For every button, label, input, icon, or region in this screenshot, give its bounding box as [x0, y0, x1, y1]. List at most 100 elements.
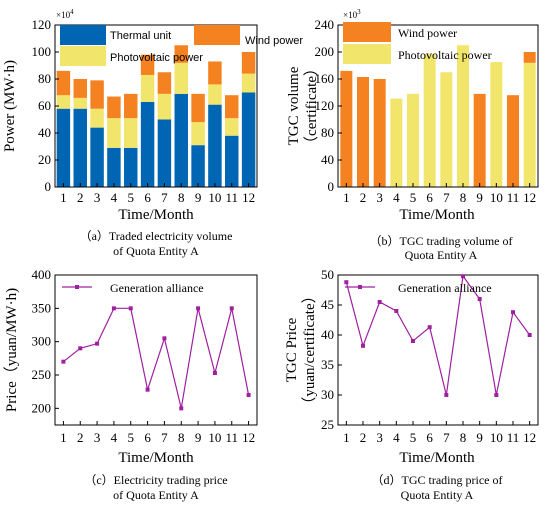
panel-d-legend: Generation alliance — [345, 281, 492, 295]
x-tick-label: 3 — [94, 430, 101, 445]
panel-c-caption-line1: （c）Electricity trading price — [84, 473, 227, 487]
x-tick-label: 8 — [178, 190, 185, 205]
bar-thermal-unit — [90, 127, 104, 187]
y-tick-label: 40 — [321, 327, 334, 342]
x-tick-label: 6 — [426, 190, 433, 205]
bar-thermal-unit — [191, 145, 205, 187]
y-tick-label: 20 — [38, 152, 51, 167]
bar-thermal-unit — [174, 93, 188, 187]
data-point — [212, 371, 217, 375]
legend-marker-generation-alliance — [358, 285, 362, 289]
bar-photovoltaic-power — [191, 122, 205, 146]
series-line-generation-alliance — [345, 274, 531, 396]
x-tick-label: 2 — [360, 430, 367, 445]
y-tick-label: 200 — [32, 400, 52, 415]
bar-wind-power — [107, 96, 121, 119]
bar-thermal-unit — [225, 135, 239, 187]
bar-wind-power — [473, 93, 486, 187]
data-point — [511, 310, 515, 315]
x-tick-label: 9 — [195, 190, 202, 205]
panel-a-y-ticks: 0 20 40 60 80 100 120 — [32, 17, 59, 194]
x-tick-label: 4 — [393, 190, 400, 205]
data-point — [179, 406, 184, 411]
y-tick-label: 40 — [321, 152, 334, 167]
panel-d-y-ticks: 25 30 35 40 45 50 — [321, 267, 342, 432]
y-tick-label: 50 — [321, 267, 334, 282]
data-point — [145, 387, 150, 392]
bar-thermal-unit — [56, 108, 71, 187]
legend-swatch-photovoltaic — [343, 44, 391, 64]
x-tick-label: 8 — [460, 430, 467, 445]
bar-thermal-unit — [124, 147, 138, 187]
y-tick-label: 80 — [321, 125, 334, 140]
bar-photovoltaic-power — [490, 62, 503, 187]
panel-c-frame — [54, 274, 258, 426]
bar-photovoltaic-power — [208, 84, 222, 105]
panel-d-x-ticks: 1 2 3 4 5 6 7 8 9 10 11 12 — [343, 421, 536, 445]
x-tick-label: 11 — [225, 430, 238, 445]
data-point — [394, 309, 399, 313]
data-point — [246, 393, 251, 397]
x-tick-label: 8 — [178, 430, 185, 445]
legend-swatch-wind — [343, 22, 391, 42]
data-point — [494, 393, 499, 397]
panel-d-caption-line1: （d）TGC trading price of — [372, 473, 503, 487]
x-tick-label: 10 — [208, 430, 221, 445]
x-tick-label: 11 — [507, 190, 520, 205]
x-tick-label: 9 — [476, 430, 483, 445]
legend-label-generation-alliance: Generation alliance — [398, 281, 492, 295]
bar-wind-power — [124, 93, 138, 119]
panel-b-y-ticks: 0 40 80 120 160 200 240 — [315, 17, 342, 194]
data-point — [344, 280, 349, 285]
legend-label-wind: Wind power — [398, 26, 457, 40]
y-tick-label: 35 — [321, 357, 334, 372]
bar-wind-power — [140, 54, 155, 75]
x-tick-label: 4 — [393, 430, 400, 445]
bar-thermal-unit — [73, 108, 87, 187]
legend-marker-generation-alliance — [75, 285, 79, 289]
bar-thermal-unit — [140, 101, 155, 187]
legend-label-photovoltaic: Photovoltaic power — [110, 52, 203, 64]
data-point — [411, 339, 415, 343]
x-tick-label: 6 — [426, 430, 433, 445]
bar-wind-power — [56, 70, 71, 96]
bar-photovoltaic-power — [174, 62, 188, 94]
x-tick-label: 7 — [443, 190, 450, 205]
y-tick-label: 40 — [38, 125, 51, 140]
bar-photovoltaic-power — [56, 95, 71, 109]
panel-b-x-axis-label: Time/Month — [399, 207, 475, 223]
x-tick-label: 1 — [60, 190, 67, 205]
x-tick-label: 12 — [523, 430, 536, 445]
x-tick-label: 12 — [242, 190, 255, 205]
y-tick-label: 80 — [38, 71, 51, 86]
bar-cap-wind-power — [523, 52, 536, 63]
legend-swatch-thermal — [60, 25, 106, 45]
panel-b-y-axis-label-line1: TGC volume — [286, 66, 302, 145]
bar-photovoltaic-power — [457, 45, 469, 187]
x-tick-label: 8 — [460, 190, 467, 205]
x-tick-label: 2 — [77, 430, 84, 445]
y-tick-label: 200 — [315, 44, 335, 59]
y-tick-label: 350 — [32, 300, 52, 315]
panel-c-caption-line2: of Quota Entity A — [113, 488, 199, 502]
panel-b-caption-line2: Quota Entity A — [405, 248, 478, 262]
panel-b-exponent: ×103 — [343, 8, 361, 20]
bar-wind-power — [208, 61, 222, 85]
legend-label-generation-alliance: Generation alliance — [110, 281, 204, 295]
x-tick-label: 6 — [144, 430, 151, 445]
data-point — [162, 336, 167, 341]
bar-wind-power — [174, 45, 188, 63]
x-tick-label: 11 — [225, 190, 238, 205]
panel-d-caption-line2: Quota Entity A — [401, 488, 474, 502]
y-tick-label: 160 — [315, 71, 335, 86]
bar-thermal-unit — [241, 92, 256, 187]
y-tick-label: 45 — [321, 297, 334, 312]
bar-wind-power — [73, 79, 87, 98]
panel-c-y-axis-label: Price（yuan/MW·h) — [3, 288, 20, 412]
data-point — [95, 341, 100, 346]
bar-photovoltaic-power — [73, 97, 87, 109]
